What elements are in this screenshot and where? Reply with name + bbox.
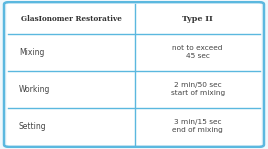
- Text: GlasIonomer Restorative: GlasIonomer Restorative: [21, 15, 122, 23]
- FancyBboxPatch shape: [4, 2, 264, 147]
- Text: Mixing: Mixing: [19, 48, 44, 56]
- Text: Setting: Setting: [19, 122, 46, 131]
- Text: Working: Working: [19, 84, 50, 94]
- Text: 2 min/50 sec
start of mixing: 2 min/50 sec start of mixing: [170, 82, 225, 96]
- Text: Type II: Type II: [182, 15, 213, 23]
- FancyBboxPatch shape: [7, 4, 261, 145]
- Text: not to exceed
45 sec: not to exceed 45 sec: [172, 45, 223, 59]
- Text: 3 min/15 sec
end of mixing: 3 min/15 sec end of mixing: [172, 119, 223, 133]
